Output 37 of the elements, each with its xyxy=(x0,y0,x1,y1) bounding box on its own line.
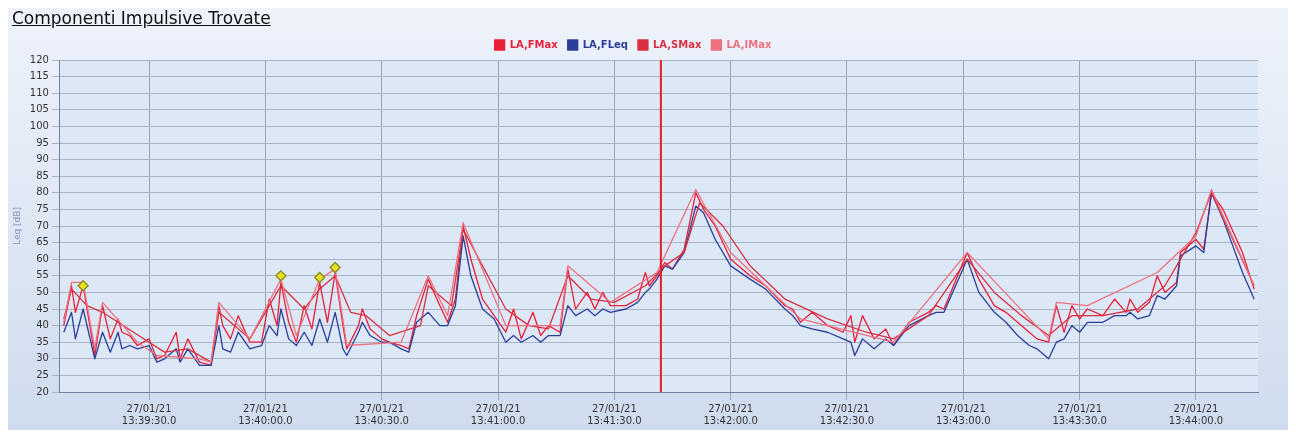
y-tick-label: 60 xyxy=(36,252,49,264)
x-tick-label: 27/01/21 13:40:30.0 xyxy=(354,402,409,426)
y-tick-label: 25 xyxy=(36,368,49,380)
x-tick-label: 27/01/21 13:44:00.0 xyxy=(1168,402,1224,426)
legend-label: LA,FLeq xyxy=(582,38,628,50)
y-tick-label: 100 xyxy=(29,119,49,131)
y-tick-label: 95 xyxy=(36,136,49,148)
y-tick-label: 45 xyxy=(36,302,49,314)
legend-label: LA,IMax xyxy=(726,38,772,50)
y-tick-label: 20 xyxy=(36,385,49,397)
y-tick-label: 80 xyxy=(36,186,49,198)
x-tick-label: 27/01/21 13:41:30.0 xyxy=(587,402,642,426)
y-tick-label: 70 xyxy=(36,219,49,231)
x-tick-label: 27/01/21 13:41:00.0 xyxy=(470,402,526,426)
y-tick-label: 65 xyxy=(36,236,49,248)
y-tick-label: 55 xyxy=(36,269,49,281)
y-tick-label: 30 xyxy=(36,352,49,364)
y-tick-label: 105 xyxy=(29,103,49,115)
chart-title: Componenti Impulsive Trovate xyxy=(11,8,272,30)
x-tick-label: 27/01/21 13:42:30.0 xyxy=(819,402,875,426)
y-tick-label: 35 xyxy=(36,335,49,347)
y-tick-label: 50 xyxy=(36,285,49,297)
y-tick-label: 120 xyxy=(29,53,49,65)
y-tick-label: 85 xyxy=(36,169,49,181)
y-tick-label: 115 xyxy=(29,70,49,82)
legend-label: LA,SMax xyxy=(652,38,702,50)
x-tick-label: 27/01/21 13:39:30.0 xyxy=(121,402,177,426)
y-tick-label: 110 xyxy=(29,86,49,98)
x-tick-label: 27/01/21 13:40:00.0 xyxy=(238,402,293,426)
y-tick-label: 40 xyxy=(36,319,49,331)
x-tick-label: 27/01/21 13:42:00.0 xyxy=(703,402,758,426)
x-tick-label: 27/01/21 13:43:30.0 xyxy=(1052,402,1107,426)
y-axis-title: Leq [dB] xyxy=(11,207,22,245)
legend-label: LA,FMax xyxy=(509,38,559,50)
y-tick-label: 75 xyxy=(36,202,49,214)
x-tick-label: 27/01/21 13:43:00.0 xyxy=(936,402,991,426)
y-tick-label: 90 xyxy=(36,153,49,165)
